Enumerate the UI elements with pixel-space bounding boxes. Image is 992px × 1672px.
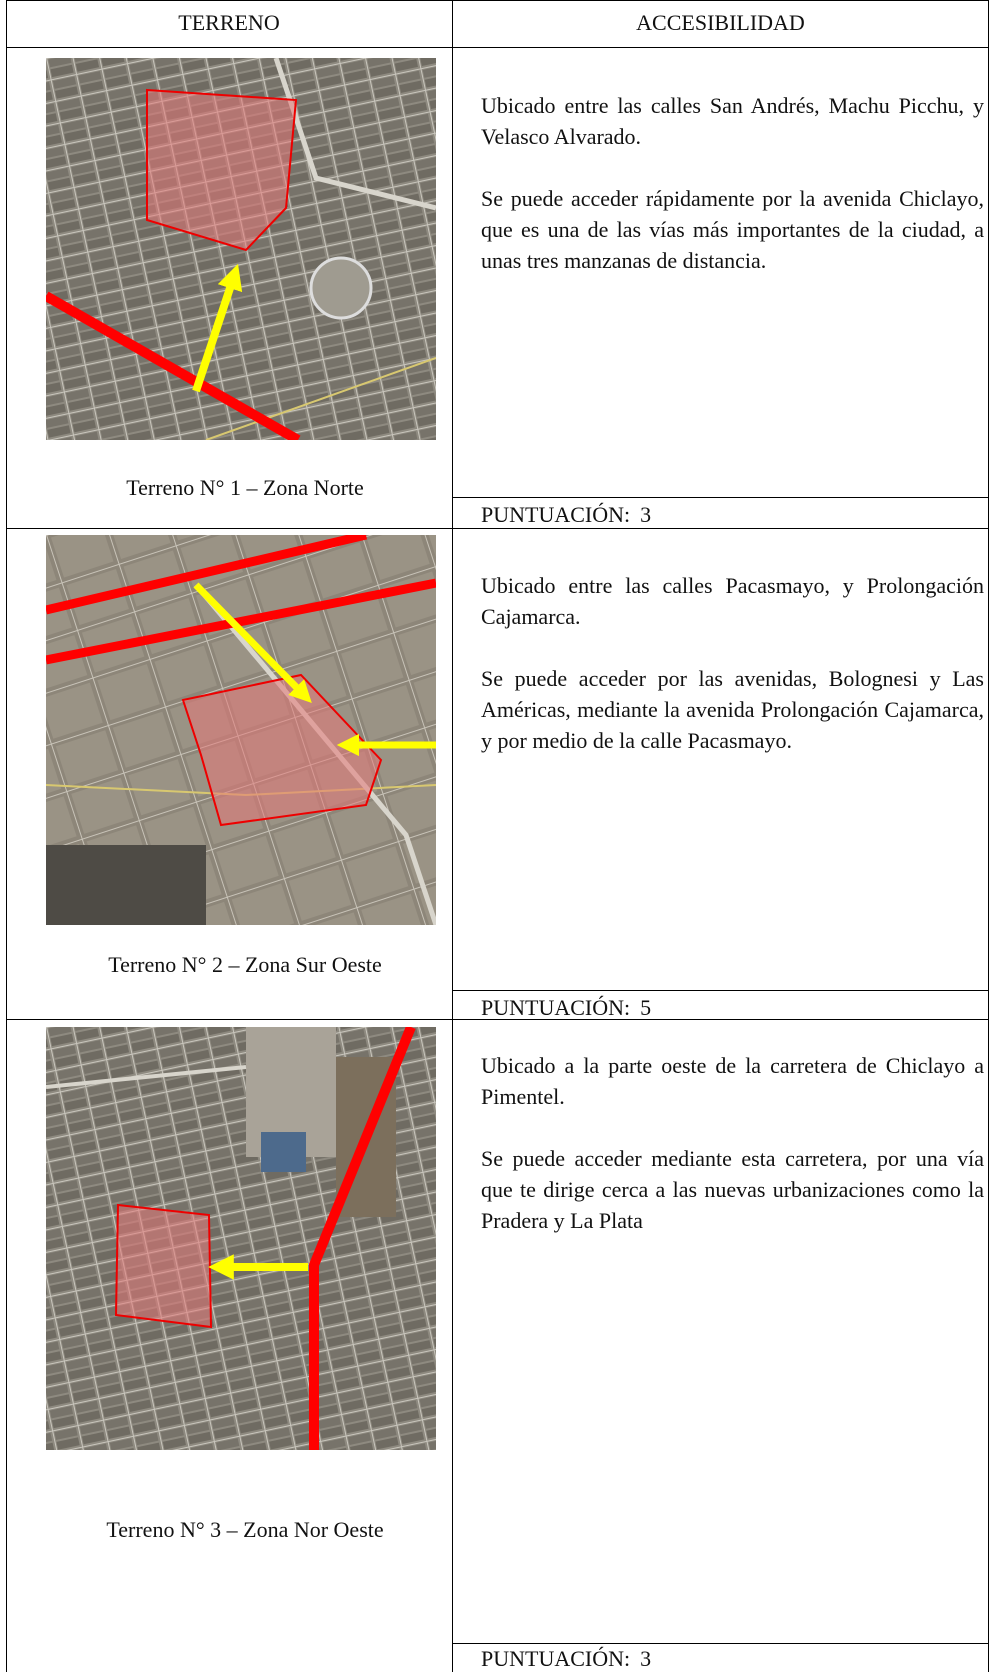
paragraph: Ubicado entre las calles San Andrés, Mac… — [481, 93, 984, 149]
paragraph: Ubicado entre las calles Pacasmayo, y Pr… — [481, 573, 984, 629]
description: Ubicado entre las calles Pacasmayo, y Pr… — [481, 570, 984, 787]
border — [453, 497, 989, 498]
border — [6, 0, 989, 1]
map-image — [46, 58, 436, 440]
score-line: PUNTUACIÓN: 3 — [481, 502, 651, 528]
paragraph: Se puede acceder por las avenidas, Bolog… — [481, 666, 984, 753]
paragraph: Se puede acceder rápidamente por la aven… — [481, 186, 984, 273]
map-image — [46, 535, 436, 925]
border — [6, 0, 7, 1672]
border — [6, 1019, 989, 1020]
border — [6, 47, 989, 48]
caption: Terreno N° 3 – Zona Nor Oeste — [106, 1517, 384, 1542]
score-label: PUNTUACIÓN: — [481, 502, 631, 527]
border — [452, 0, 453, 1672]
caption: Terreno N° 2 – Zona Sur Oeste — [108, 952, 382, 977]
header-cell: TERRENO — [178, 10, 280, 35]
score-label: PUNTUACIÓN: — [481, 995, 631, 1020]
header-cell: ACCESIBILIDAD — [636, 10, 805, 35]
caption: Terreno N° 1 – Zona Norte — [126, 475, 364, 500]
border — [988, 0, 989, 1672]
paragraph: Ubicado a la parte oeste de la carretera… — [481, 1053, 984, 1109]
border — [453, 990, 989, 991]
score-label: PUNTUACIÓN: — [481, 1646, 631, 1671]
description: Ubicado entre las calles San Andrés, Mac… — [481, 90, 984, 307]
map-image — [46, 1027, 436, 1450]
score-line: PUNTUACIÓN: 3 — [481, 1646, 651, 1672]
paragraph: Se puede acceder mediante esta carretera… — [481, 1146, 984, 1233]
score-value: 3 — [640, 502, 652, 527]
score-value: 3 — [640, 1646, 652, 1671]
border — [453, 1643, 989, 1644]
description: Ubicado a la parte oeste de la carretera… — [481, 1050, 984, 1267]
border — [6, 528, 989, 529]
score-value: 5 — [640, 995, 652, 1020]
score-line: PUNTUACIÓN: 5 — [481, 995, 651, 1021]
